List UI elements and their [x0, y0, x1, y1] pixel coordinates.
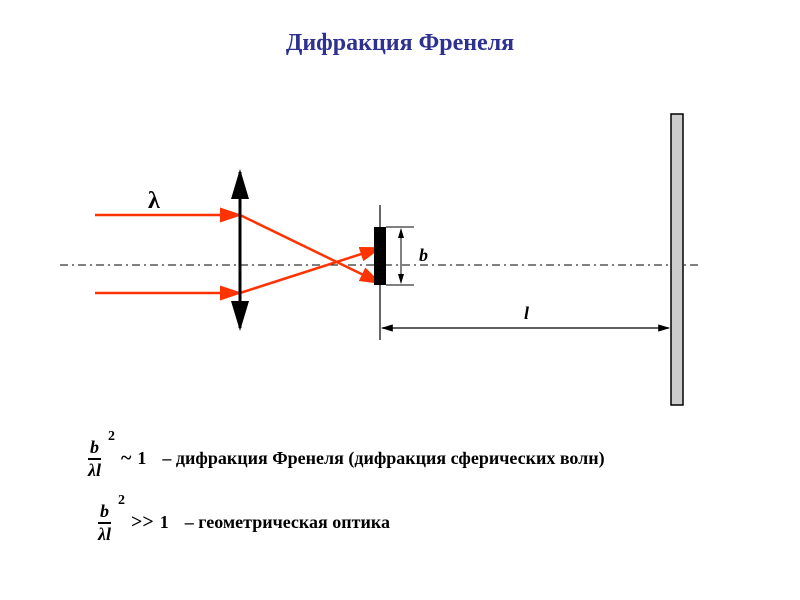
- frac-den: λl: [88, 461, 101, 480]
- unity-2: 1: [160, 512, 169, 533]
- relation-tilde: ~: [121, 447, 131, 470]
- frac-num: b: [100, 502, 109, 521]
- exponent: 2: [108, 430, 115, 445]
- screen-rect: [671, 114, 683, 405]
- aperture-block: [374, 227, 386, 285]
- explanation-fresnel: – дифракция Френеля (дифракция сферическ…: [162, 448, 604, 469]
- frac-den: λl: [98, 525, 111, 544]
- formula-fresnel: b λl 2 ~ 1 – дифракция Френеля (дифракци…: [88, 438, 605, 480]
- exponent: 2: [118, 494, 125, 509]
- formula-geom: b λl 2 >> 1 – геометрическая оптика: [98, 502, 390, 544]
- relation-gg: >>: [131, 511, 154, 534]
- explanation-geom: – геометрическая оптика: [185, 512, 390, 533]
- unity-1: 1: [137, 448, 146, 469]
- lambda-label: λ: [148, 188, 160, 215]
- fraction: b λl 2: [98, 502, 111, 544]
- ray-lower-out: [240, 248, 380, 293]
- b-label: b: [419, 245, 428, 266]
- fraction: b λl 2: [88, 438, 101, 480]
- ray-upper-out: [240, 215, 380, 283]
- l-label: l: [524, 303, 529, 324]
- frac-num: b: [90, 438, 99, 457]
